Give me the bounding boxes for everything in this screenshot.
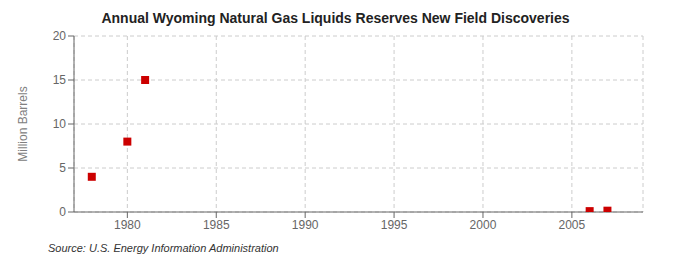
svg-text:1995: 1995 — [381, 218, 408, 232]
svg-text:2000: 2000 — [470, 218, 497, 232]
svg-text:2005: 2005 — [559, 218, 586, 232]
svg-text:1990: 1990 — [292, 218, 319, 232]
html-text:Source: U.S. Energy Informatio: Source: U.S. Energy Information Administ… — [48, 242, 279, 254]
html-text:Annual Wyoming Natural Gas Liq: Annual Wyoming Natural Gas Liquids Reser… — [101, 10, 570, 26]
svg-text:Million Barrels: Million Barrels — [16, 86, 30, 161]
svg-text:1985: 1985 — [203, 218, 230, 232]
svg-text:15: 15 — [53, 73, 67, 87]
svg-text:5: 5 — [59, 161, 66, 175]
svg-text:1980: 1980 — [114, 218, 141, 232]
svg-text:10: 10 — [53, 117, 67, 131]
svg-text:0: 0 — [59, 205, 66, 219]
svg-text:20: 20 — [53, 29, 67, 43]
